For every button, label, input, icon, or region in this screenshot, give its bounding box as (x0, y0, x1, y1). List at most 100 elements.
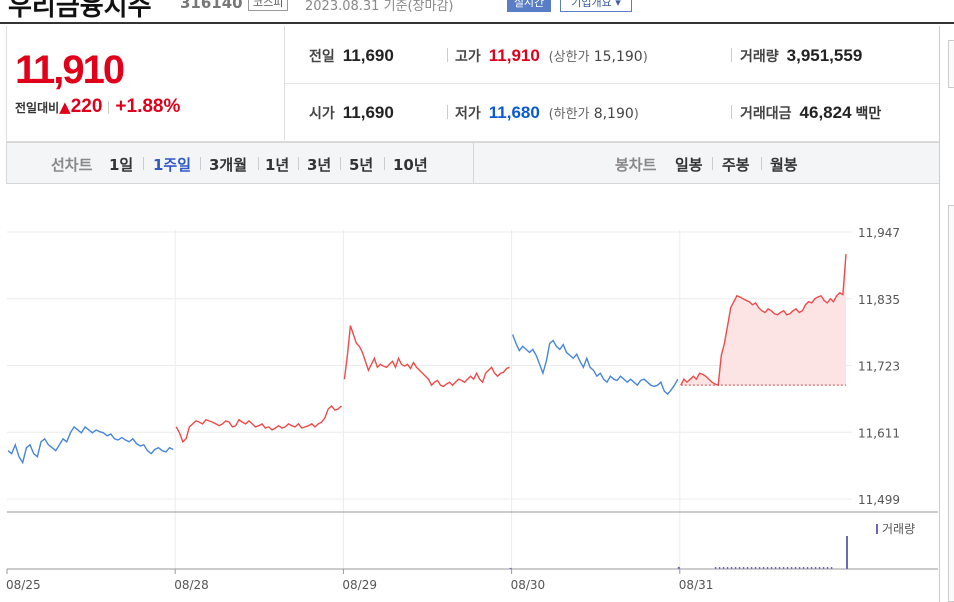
volume-bar (786, 567, 789, 569)
low-cell: 저가 11,680 (하한가 8,190) (455, 103, 639, 123)
volume-bar (754, 567, 757, 569)
current-price: 11,910 (15, 48, 125, 92)
tab-3y[interactable]: 3년 (307, 156, 332, 174)
volume-bar (826, 567, 829, 569)
high-value: 11,910 (488, 46, 540, 65)
price-chart[interactable]: 11,947 11,835 11,723 11,611 11,499 거래량 08/25 08… (0, 184, 954, 602)
open-label: 시가 (309, 106, 335, 122)
volume-bar (714, 567, 717, 569)
x-tick-label: 08/29 (342, 578, 377, 592)
cell-separator (447, 48, 448, 62)
company-overview-button[interactable]: 기업개요 ▾ (560, 0, 632, 12)
tab-separator (340, 157, 341, 170)
volume-legend-swatch (876, 524, 878, 534)
volume-bar (818, 567, 821, 569)
volume-bar (718, 567, 721, 569)
stock-code: 316140 (180, 0, 243, 12)
price-summary: 11,910 전일대비▲220 +1.88% 전일 11,690 시가 11,690 … (6, 26, 940, 142)
volume-bar (830, 567, 833, 569)
change-label: 전일대비 (15, 101, 60, 115)
x-tick-label: 08/31 (679, 578, 714, 592)
tab-daily-candle[interactable]: 일봉 (675, 156, 703, 174)
stock-header: 우리금융지주 316140 코스피 2023.08.31 기준(장마감) 실시간… (0, 0, 954, 22)
price-chart-svg: 11,947 11,835 11,723 11,611 11,499 거래량 08/25 08… (6, 226, 938, 592)
series-line-08-25 (7, 425, 174, 465)
change-value: 220 (70, 96, 103, 117)
volume-bar (677, 566, 680, 569)
volume-bar (814, 567, 817, 569)
tab-separator (200, 157, 201, 170)
amount-label: 거래대금 (740, 106, 792, 122)
tab-10y[interactable]: 10년 (393, 156, 428, 174)
tab-5y[interactable]: 5년 (349, 156, 374, 174)
line-chart-label: 선차트 (51, 156, 93, 174)
volume-bar (778, 567, 781, 569)
realtime-button[interactable]: 실시간 (507, 0, 551, 12)
volume-bar (782, 567, 785, 569)
y-tick-label: 11,947 (858, 226, 900, 240)
high-cell: 고가 11,910 (상한가 15,190) (455, 46, 648, 66)
volume-label: 거래량 (740, 49, 779, 65)
volume-bar (774, 567, 777, 569)
series-line-08-28 (175, 404, 342, 444)
volume-bar (766, 567, 769, 569)
volume-bar (794, 567, 797, 569)
tab-separator (143, 157, 144, 170)
y-tick-label: 11,723 (858, 360, 900, 374)
open-value: 11,690 (342, 103, 394, 122)
volume-bar (762, 567, 765, 569)
side-panel-edge (948, 205, 954, 602)
series-line-08-30 (511, 334, 679, 396)
volume-bar (846, 536, 848, 569)
volume-cell: 거래량 3,951,559 (740, 46, 862, 66)
high-label: 고가 (455, 49, 481, 65)
open-cell: 시가 11,690 (309, 103, 394, 123)
tab-1w[interactable]: 1주일 (153, 156, 192, 174)
volume-bar (798, 567, 801, 569)
prev-close-cell: 전일 11,690 (309, 46, 394, 66)
tab-separator (384, 157, 385, 170)
low-label: 저가 (455, 106, 481, 122)
current-price-panel: 11,910 전일대비▲220 +1.88% (7, 26, 285, 140)
volume-bar (722, 567, 725, 569)
volume-bar (746, 567, 749, 569)
change-separator (108, 101, 110, 114)
x-tick-label: 08/25 (6, 578, 41, 592)
tab-1y[interactable]: 1년 (265, 156, 290, 174)
volume-legend-label: 거래량 (882, 522, 915, 536)
amount-value: 46,824 (799, 103, 852, 122)
tab-weekly-candle[interactable]: 주봉 (722, 156, 750, 174)
tab-3m[interactable]: 3개월 (209, 156, 248, 174)
volume-bar (734, 567, 737, 569)
volume-bar (790, 567, 793, 569)
prev-close-label: 전일 (309, 49, 335, 65)
y-tick-label: 11,835 (858, 293, 900, 307)
cell-separator (731, 105, 732, 119)
volume-bar (802, 567, 805, 569)
header-divider (0, 22, 954, 24)
tab-1d[interactable]: 1일 (109, 156, 134, 174)
up-arrow-icon: ▲ (59, 98, 71, 116)
tab-monthly-candle[interactable]: 월봉 (770, 156, 798, 174)
candle-chart-label: 봉차트 (615, 156, 657, 174)
upper-limit: (상한가 15,190) (548, 49, 648, 65)
lower-limit: (하한가 8,190) (548, 106, 639, 122)
volume-bar (509, 567, 512, 569)
tab-separator (298, 157, 299, 170)
side-panel-edge (948, 40, 954, 88)
tab-separator (712, 157, 713, 170)
volume-bar (806, 567, 809, 569)
y-tick-label: 11,611 (858, 426, 900, 440)
volume-bar (810, 567, 813, 569)
low-value: 11,680 (488, 103, 540, 122)
volume-bar (730, 567, 733, 569)
summary-row-divider (285, 83, 939, 84)
right-frame-line (939, 26, 940, 602)
volume-bar (770, 567, 773, 569)
cell-separator (447, 105, 448, 119)
x-tick-label: 08/30 (511, 578, 546, 592)
market-badge: 코스피 (248, 0, 289, 11)
amount-unit: 백만 (855, 106, 882, 122)
series-line-08-29 (343, 325, 510, 388)
tab-separator (258, 157, 259, 170)
